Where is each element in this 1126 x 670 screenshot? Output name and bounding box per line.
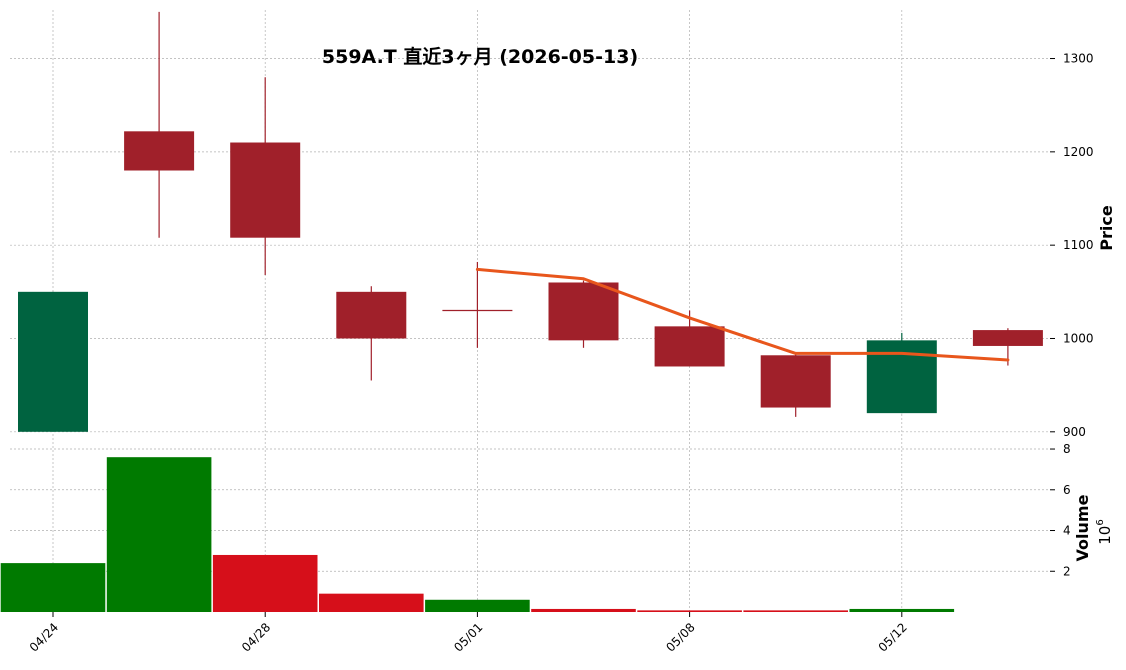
price-tick-label: 900 xyxy=(1063,425,1086,439)
volume-bar xyxy=(849,608,955,612)
price-tick-label: 1000 xyxy=(1063,331,1094,345)
moving-average-line xyxy=(475,267,1010,362)
volume-multiplier-exponent: 6 xyxy=(1095,519,1106,525)
price-tick-label: 1100 xyxy=(1063,238,1094,252)
candle-body xyxy=(760,355,831,408)
x-tick-label: 05/01 xyxy=(451,620,485,654)
x-tick-label: 04/24 xyxy=(27,620,61,654)
candle-body xyxy=(972,330,1043,346)
candle-body xyxy=(336,291,407,339)
x-tick-label: 04/28 xyxy=(239,620,273,654)
volume-multiplier-base: 10 xyxy=(1096,526,1114,545)
x-tick-label: 05/08 xyxy=(663,620,697,654)
volume-bar xyxy=(212,554,318,612)
volume-bars xyxy=(0,457,955,612)
price-candles xyxy=(18,11,1043,432)
price-tick-label: 1200 xyxy=(1063,145,1094,159)
price-axis-label: Price xyxy=(1097,205,1116,251)
volume-bar xyxy=(743,610,848,612)
volume-bar xyxy=(319,593,424,612)
volume-tick-label: 4 xyxy=(1063,524,1071,538)
candle-body xyxy=(124,131,195,171)
price-tick-label: 1300 xyxy=(1063,52,1094,66)
volume-tick-label: 6 xyxy=(1063,483,1071,497)
moving-average xyxy=(475,267,1010,362)
x-tick-label: 05/12 xyxy=(876,620,910,654)
volume-bar xyxy=(106,457,212,612)
volume-bar xyxy=(0,563,106,612)
volume-bar xyxy=(425,599,530,612)
volume-tick-label: 8 xyxy=(1063,442,1071,456)
volume-tick-label: 2 xyxy=(1063,564,1071,578)
volume-bar xyxy=(637,610,742,612)
candle-body xyxy=(18,291,88,432)
volume-bar xyxy=(531,608,636,612)
volume-multiplier: 106 xyxy=(1095,519,1114,544)
candle-body xyxy=(654,326,725,367)
chart-title: 559A.T 直近3ヶ月 (2026-05-13) xyxy=(322,45,638,68)
candle-body xyxy=(548,282,619,341)
candle-body xyxy=(230,142,301,238)
candle-body xyxy=(866,340,937,414)
volume-axis-label: Volume xyxy=(1073,494,1092,561)
